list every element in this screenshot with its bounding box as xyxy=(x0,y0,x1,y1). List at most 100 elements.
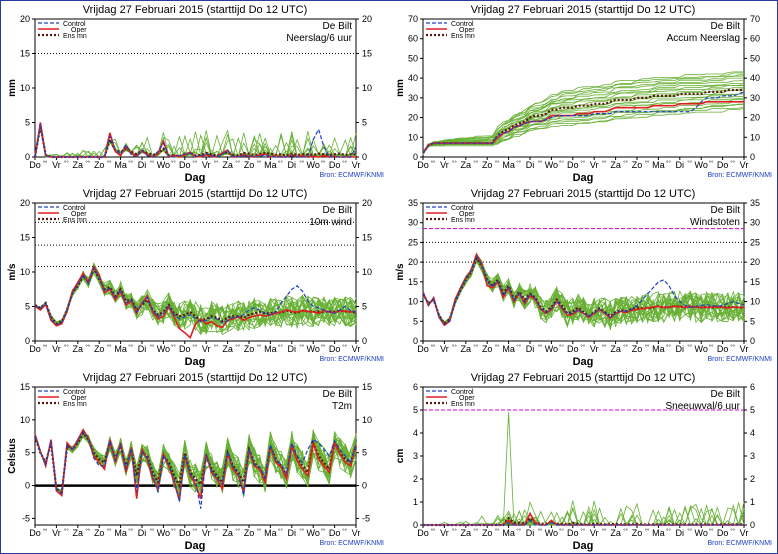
y-tick-label-left: 40 xyxy=(408,73,418,83)
x-subtick-mark: °° xyxy=(495,529,500,535)
x-tick-label: Vr xyxy=(740,528,749,538)
x-tick-label: Do xyxy=(179,528,191,538)
control-series-line xyxy=(34,266,357,326)
y-tick-label-left: 10 xyxy=(20,415,30,425)
x-subtick-mark: °° xyxy=(473,529,478,535)
oper-series-line xyxy=(422,252,745,327)
y-tick-label-left: 5 xyxy=(413,316,418,326)
variable-label: 10m wind xyxy=(309,217,352,228)
y-tick-label-right: 6 xyxy=(750,382,755,392)
x-subtick-mark: °° xyxy=(299,529,304,535)
x-tick-label: Ma xyxy=(114,160,127,170)
control-series-line xyxy=(34,123,357,158)
x-subtick-mark: °° xyxy=(64,345,69,351)
source-label: Bron: ECMWF/KNMI xyxy=(319,172,384,179)
y-tick-label-left: 10 xyxy=(20,267,30,277)
x-subtick-mark: °° xyxy=(64,161,69,167)
x-tick-label: Vr xyxy=(52,528,61,538)
x-tick-label: Zo xyxy=(94,344,105,354)
legend-label: Ens mn xyxy=(63,217,87,224)
y-tick-label-right: 5 xyxy=(750,405,755,415)
x-tick-label: Wo xyxy=(545,160,558,170)
x-subtick-mark: °° xyxy=(342,161,347,167)
x-tick-label: Di xyxy=(288,344,297,354)
x-subtick-mark: °° xyxy=(321,345,326,351)
ensemble-member-line xyxy=(423,510,745,526)
y-tick-label-left: 25 xyxy=(408,237,418,247)
ensemble-member-line xyxy=(423,412,744,526)
y-axis-label: m/s xyxy=(7,263,18,281)
y-tick-label-left: 4 xyxy=(413,428,418,438)
x-tick-label: Di xyxy=(138,528,147,538)
x-tick-label: Vr xyxy=(202,160,211,170)
y-tick-label-left: 6 xyxy=(413,382,418,392)
x-subtick-mark: °° xyxy=(214,345,219,351)
x-subtick-mark: °° xyxy=(171,161,176,167)
x-subtick-mark: °° xyxy=(43,345,48,351)
x-subtick-mark: °° xyxy=(171,345,176,351)
y-tick-label-left: 20 xyxy=(20,198,30,208)
x-tick-label: Ma xyxy=(114,344,127,354)
x-tick-label: Do xyxy=(567,528,579,538)
x-tick-label: Do xyxy=(717,344,729,354)
x-subtick-mark: °° xyxy=(666,345,671,351)
y-tick-label-left: 3 xyxy=(413,451,418,461)
x-tick-label: Vr xyxy=(52,160,61,170)
x-subtick-mark: °° xyxy=(128,345,133,351)
chart-title: Vrijdag 27 Februari 2015 (starttijd Do 1… xyxy=(83,372,308,384)
x-subtick-mark: °° xyxy=(602,161,607,167)
y-tick-label-right: 10 xyxy=(362,267,372,277)
legend-label: Oper xyxy=(459,211,475,218)
x-subtick-mark: °° xyxy=(623,161,628,167)
x-subtick-mark: °° xyxy=(321,161,326,167)
y-tick-label-left: 5 xyxy=(25,118,30,128)
legend-label: Oper xyxy=(71,395,87,402)
station-label: De Bilt xyxy=(323,389,353,400)
x-tick-label: Do xyxy=(567,160,579,170)
control-series-line xyxy=(422,254,745,326)
x-tick-label: Zo xyxy=(244,160,255,170)
x-subtick-mark: °° xyxy=(192,529,197,535)
legend-label: Oper xyxy=(71,211,87,218)
x-subtick-mark: °° xyxy=(709,529,714,535)
x-tick-label: Vr xyxy=(202,344,211,354)
y-tick-label-right: 5 xyxy=(362,448,367,458)
x-subtick-mark: °° xyxy=(687,345,692,351)
source-label: Bron: ECMWF/KNMI xyxy=(707,540,772,547)
x-subtick-mark: °° xyxy=(687,529,692,535)
x-tick-label: Ma xyxy=(652,528,665,538)
x-tick-label: Vr xyxy=(440,344,449,354)
ensemble-member-line xyxy=(422,106,745,155)
y-tick-label-left: 15 xyxy=(20,49,30,59)
x-subtick-mark: °° xyxy=(342,345,347,351)
chart-title: Vrijdag 27 Februari 2015 (starttijd Do 1… xyxy=(471,4,696,16)
station-label: De Bilt xyxy=(711,21,741,32)
panel-temperature: Vrijdag 27 Februari 2015 (starttijd Do 1… xyxy=(1,369,389,553)
x-tick-label: Di xyxy=(676,160,685,170)
x-axis-label: Dag xyxy=(185,356,206,368)
x-tick-label: Zo xyxy=(482,160,493,170)
x-subtick-mark: °° xyxy=(538,161,543,167)
x-tick-label: Do xyxy=(417,528,429,538)
x-subtick-mark: °° xyxy=(645,345,650,351)
x-axis-label: Dag xyxy=(185,172,206,184)
y-tick-label-right: 0 xyxy=(750,152,755,162)
legend-label: Control xyxy=(63,389,86,396)
x-tick-label: Di xyxy=(526,160,535,170)
x-subtick-mark: °° xyxy=(623,345,628,351)
x-tick-label: Zo xyxy=(482,528,493,538)
x-tick-label: Do xyxy=(29,160,41,170)
ensemble-member-line xyxy=(422,83,744,155)
x-tick-label: Do xyxy=(329,160,341,170)
legend-label: Ens mn xyxy=(451,217,475,224)
x-subtick-mark: °° xyxy=(235,529,240,535)
oper-series-line xyxy=(422,101,744,154)
ensemble-member-line xyxy=(423,505,744,526)
x-subtick-mark: °° xyxy=(150,345,155,351)
x-tick-label: Za xyxy=(222,528,233,538)
y-tick-label-right: 10 xyxy=(750,297,760,307)
x-tick-label: Wo xyxy=(157,528,170,538)
x-subtick-mark: °° xyxy=(473,161,478,167)
y-axis-label: Celsius xyxy=(7,438,18,474)
legend-label: Control xyxy=(63,205,86,212)
